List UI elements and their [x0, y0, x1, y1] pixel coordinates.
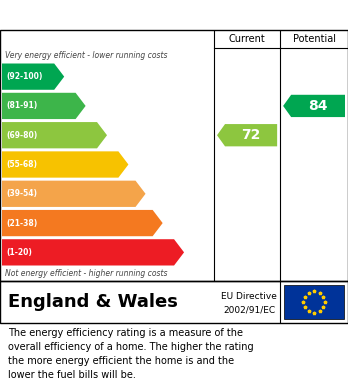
Text: E: E	[147, 187, 155, 200]
Polygon shape	[2, 239, 184, 265]
Text: (92-100): (92-100)	[6, 72, 42, 81]
Text: F: F	[164, 217, 172, 230]
Text: 84: 84	[308, 99, 328, 113]
Polygon shape	[2, 63, 64, 90]
Text: Not energy efficient - higher running costs: Not energy efficient - higher running co…	[5, 269, 167, 278]
Bar	[284, 285, 344, 319]
Polygon shape	[2, 181, 145, 207]
Text: Very energy efficient - lower running costs: Very energy efficient - lower running co…	[5, 50, 167, 59]
Polygon shape	[283, 95, 345, 117]
Text: Current: Current	[229, 34, 266, 44]
Text: A: A	[65, 70, 75, 83]
Polygon shape	[2, 122, 107, 148]
Polygon shape	[217, 124, 277, 146]
Text: (21-38): (21-38)	[6, 219, 37, 228]
Text: Energy Efficiency Rating: Energy Efficiency Rating	[8, 7, 218, 23]
Text: (39-54): (39-54)	[6, 189, 37, 198]
Text: (55-68): (55-68)	[6, 160, 37, 169]
Text: G: G	[185, 246, 195, 259]
Text: Potential: Potential	[293, 34, 335, 44]
Text: 2002/91/EC: 2002/91/EC	[223, 305, 275, 314]
Text: 72: 72	[242, 128, 261, 142]
Text: C: C	[108, 129, 117, 142]
Polygon shape	[2, 151, 128, 178]
Text: (81-91): (81-91)	[6, 101, 37, 110]
Text: B: B	[87, 99, 96, 113]
Text: (69-80): (69-80)	[6, 131, 37, 140]
Text: England & Wales: England & Wales	[8, 293, 178, 311]
Text: (1-20): (1-20)	[6, 248, 32, 257]
Polygon shape	[2, 210, 163, 236]
Text: The energy efficiency rating is a measure of the
overall efficiency of a home. T: The energy efficiency rating is a measur…	[8, 328, 254, 380]
Polygon shape	[2, 93, 86, 119]
Text: D: D	[129, 158, 140, 171]
Text: EU Directive: EU Directive	[221, 292, 277, 301]
